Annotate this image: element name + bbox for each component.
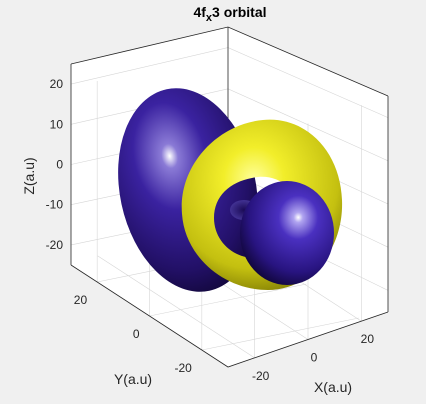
y-tick-label: 20 (74, 293, 88, 307)
y-grid-line (201, 317, 359, 351)
y-grid-line (149, 283, 307, 317)
x-axis-label: X(a.u) (314, 379, 352, 395)
x-tick-label: 0 (311, 351, 318, 365)
title-subscript: x (206, 12, 213, 24)
z-tick-label: 20 (50, 77, 64, 91)
x-tick-label: 20 (361, 332, 375, 346)
y-axis-label: Y(a.u) (114, 371, 152, 387)
lobe-negative-front (240, 181, 334, 285)
z-tick-label: -20 (46, 238, 64, 252)
z-tick-label: 10 (50, 117, 64, 131)
title-main: 4f (193, 4, 206, 20)
title-rest: orbital (220, 4, 267, 20)
y-tick-label: -20 (174, 361, 192, 375)
z-tick-labels: -20 -10 0 10 20 (46, 77, 64, 252)
x-tick-labels: -20 0 20 (252, 332, 374, 383)
x-tick-label: -20 (252, 369, 270, 383)
title-superscript: 3 (212, 4, 220, 20)
chart-title: 4fx3 orbital (193, 4, 266, 24)
orbital-isosurface (118, 88, 343, 292)
y-tick-labels: -20 0 20 (74, 293, 192, 375)
z-tick-label: -10 (46, 198, 64, 212)
y-tick-label: 0 (133, 327, 140, 341)
z-axis-label: Z(a.u) (21, 157, 37, 194)
z-tick-label: 0 (56, 158, 63, 172)
x-grid-line (97, 255, 255, 359)
